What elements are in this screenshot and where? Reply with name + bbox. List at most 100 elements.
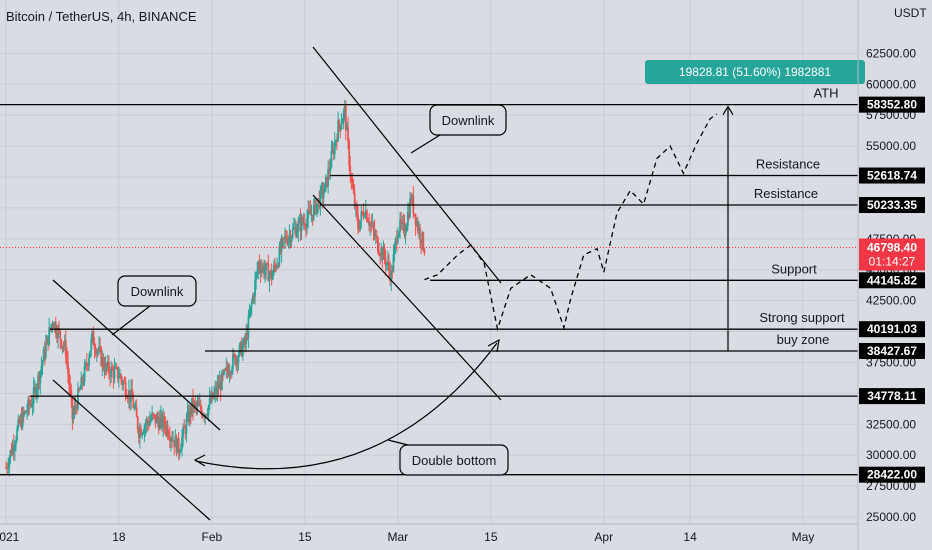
candle-body — [90, 338, 93, 351]
trend-line — [52, 379, 211, 521]
candle-body — [285, 235, 287, 241]
countdown-text: 01:14:27 — [869, 254, 916, 268]
candle-body — [8, 458, 11, 468]
candle-body — [56, 333, 58, 338]
current-price-tag — [859, 238, 925, 271]
candle-body — [326, 176, 328, 186]
candle-body — [31, 403, 34, 407]
candle-body — [116, 367, 119, 379]
callout-pointer — [111, 305, 151, 336]
price-tick-label: 55000.00 — [866, 139, 916, 153]
candle-body — [213, 393, 216, 398]
candle-body — [104, 363, 107, 372]
candle-body — [102, 357, 105, 368]
price-tag — [859, 272, 925, 289]
price-line-label: Resistance — [756, 157, 820, 172]
candle-body — [209, 397, 212, 402]
candle-body — [322, 192, 325, 198]
candle-body — [37, 374, 40, 388]
candle-body — [206, 414, 209, 416]
candle-body — [405, 226, 408, 232]
candle-body — [263, 265, 265, 275]
candle-body — [411, 195, 414, 203]
candle-body — [28, 399, 31, 406]
candle-body — [372, 223, 375, 231]
candle-body — [305, 226, 307, 228]
candle-body — [177, 438, 180, 454]
candle-body — [54, 322, 57, 334]
candle-body — [253, 295, 255, 297]
price-line-label: Resistance — [754, 186, 818, 201]
candle-body — [379, 254, 382, 256]
candle-body — [78, 388, 80, 391]
price-lines: ATH Resistance Resistance Support Strong sup… — [0, 86, 858, 476]
currency-label: USDT — [894, 6, 927, 20]
double-bottom-arrow-tail — [193, 454, 206, 467]
candle-body — [126, 397, 129, 399]
candle-body — [197, 403, 200, 406]
candle-body — [145, 420, 148, 425]
time-tick-label: 15 — [298, 530, 312, 544]
projection — [424, 113, 718, 332]
candle-body — [296, 231, 299, 237]
callout-text: Downlink — [442, 113, 495, 128]
candle-body — [133, 407, 136, 409]
candle-body — [173, 440, 176, 448]
candle-body — [378, 252, 380, 255]
candle-body — [307, 209, 310, 219]
candle-body — [370, 223, 373, 225]
candle-body — [309, 210, 312, 215]
candle-body — [68, 373, 70, 386]
candle-body — [187, 412, 190, 423]
candle-body — [143, 426, 146, 434]
candle-body — [237, 355, 240, 364]
time-tick-label: 2021 — [0, 530, 20, 544]
time-tick-label: May — [792, 530, 815, 544]
callout-pointer — [387, 439, 409, 446]
candle-body — [153, 414, 156, 416]
candle-body — [61, 345, 64, 348]
price-tag — [859, 342, 925, 359]
candle-body — [281, 237, 284, 240]
candle-body — [416, 221, 419, 231]
candle-body — [194, 402, 197, 404]
candle-body — [383, 247, 386, 258]
candle-body — [161, 414, 163, 428]
candle-body — [119, 374, 121, 378]
candle-body — [7, 467, 10, 469]
candle-body — [43, 349, 46, 358]
price-tick-label: 60000.00 — [866, 77, 916, 91]
candle-body — [60, 339, 63, 348]
candle-body — [279, 246, 282, 252]
candle-body — [84, 362, 87, 366]
candle-body — [336, 140, 338, 142]
candle-body — [36, 387, 38, 396]
candle-body — [168, 437, 171, 442]
candle-body — [121, 379, 124, 385]
candle-body — [79, 388, 82, 391]
candle-body — [91, 330, 94, 339]
candle-body — [270, 270, 273, 280]
candle-body — [233, 353, 235, 355]
price-tag — [859, 197, 925, 214]
candle-body — [349, 165, 352, 176]
candle-body — [245, 332, 248, 344]
candle-body — [222, 372, 224, 374]
candle-body — [413, 213, 416, 215]
trend-line — [312, 194, 502, 401]
price-tag-text: 34778.11 — [867, 389, 917, 403]
candle-body — [29, 404, 32, 406]
candle-body — [19, 417, 22, 424]
candle-body — [408, 212, 410, 217]
candle-body — [292, 228, 295, 230]
candle-body — [130, 388, 132, 402]
candle-body — [284, 235, 286, 239]
candle-body — [183, 426, 186, 429]
candle-body — [147, 422, 150, 426]
price-tag-text: 50233.35 — [867, 198, 917, 212]
candle-body — [265, 263, 268, 271]
candle-body — [267, 263, 270, 282]
callout-text: Downlink — [131, 284, 184, 299]
candle-body — [88, 357, 90, 366]
